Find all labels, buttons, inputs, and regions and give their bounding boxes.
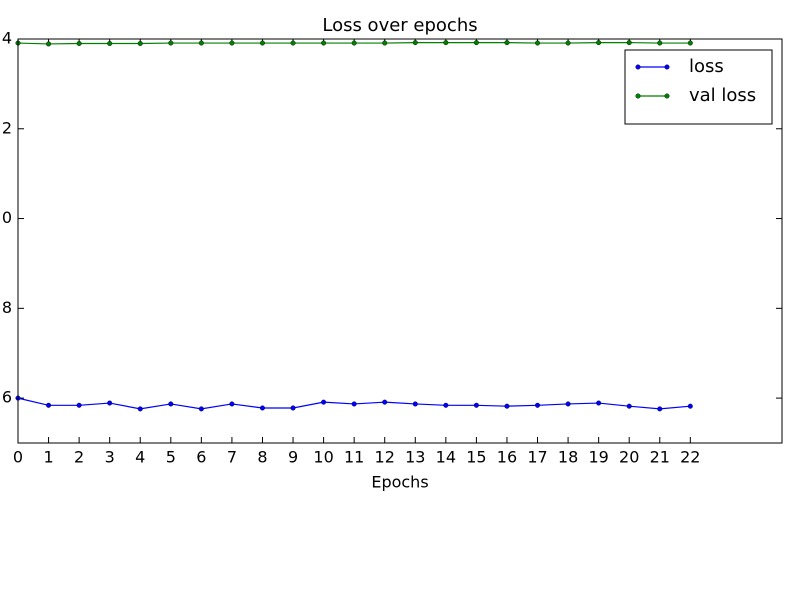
point [168,40,174,46]
x-axis-label: Epochs [371,473,428,492]
x-tick-label: 1 [43,448,53,467]
point [687,40,693,46]
point [76,40,82,46]
point [229,401,235,407]
point [412,40,418,46]
legend-box [624,49,773,125]
point [46,402,52,408]
point [443,40,449,46]
y-tick-label: 8 [2,298,12,317]
point [351,40,357,46]
point [504,40,510,46]
x-tick-label: 18 [558,448,578,467]
legend-label: loss [689,56,724,77]
y-tick-label: 6 [2,388,12,407]
x-tick-label: 11 [344,448,364,467]
point [382,399,388,405]
point [687,403,693,409]
point [107,400,113,406]
legend-label: val loss [689,85,756,106]
x-tick-label: 6 [196,448,206,467]
x-tick-label: 13 [405,448,425,467]
point [137,40,143,46]
x-tick-label: 16 [497,448,517,467]
chart-title: Loss over epochs [322,15,477,36]
point [565,401,571,407]
point [504,403,510,409]
legend-swatch-point [635,93,641,99]
point [382,40,388,46]
x-tick-label: 0 [13,448,23,467]
point [107,40,113,46]
point [168,401,174,407]
point [76,402,82,408]
x-tick-label: 20 [619,448,639,467]
point [626,40,632,46]
x-tick-label: 9 [288,448,298,467]
x-tick-label: 5 [166,448,176,467]
plot-frame [17,38,783,444]
point [412,401,418,407]
point [137,406,143,412]
point [473,402,479,408]
x-tick-label: 22 [680,448,700,467]
point [535,402,541,408]
point [198,406,204,412]
point [229,40,235,46]
point [321,40,327,46]
legend-swatch-point [664,64,670,70]
point [46,41,52,47]
point [657,406,663,412]
x-tick-label: 14 [436,448,456,467]
point [259,40,265,46]
point [565,40,571,46]
point [351,401,357,407]
y-tick-label: 4 [2,29,12,48]
y-tick-label: 2 [2,118,12,137]
y-tick-label: 0 [2,208,12,227]
x-tick-label: 21 [650,448,670,467]
legend-swatch-point [664,93,670,99]
point [473,40,479,46]
legend-swatch-point [635,64,641,70]
x-tick-label: 15 [466,448,486,467]
x-tick-label: 17 [527,448,547,467]
x-tick-label: 8 [257,448,267,467]
point [443,402,449,408]
point [321,399,327,405]
point [657,40,663,46]
point [596,40,602,46]
x-tick-label: 19 [588,448,608,467]
x-tick-label: 2 [74,448,84,467]
x-tick-label: 10 [313,448,333,467]
point [535,40,541,46]
x-tick-label: 3 [105,448,115,467]
point [198,40,204,46]
point [259,405,265,411]
point [596,400,602,406]
x-tick-label: 4 [135,448,145,467]
x-tick-label: 12 [375,448,395,467]
x-tick-label: 7 [227,448,237,467]
point [626,403,632,409]
point [290,40,296,46]
point [290,405,296,411]
